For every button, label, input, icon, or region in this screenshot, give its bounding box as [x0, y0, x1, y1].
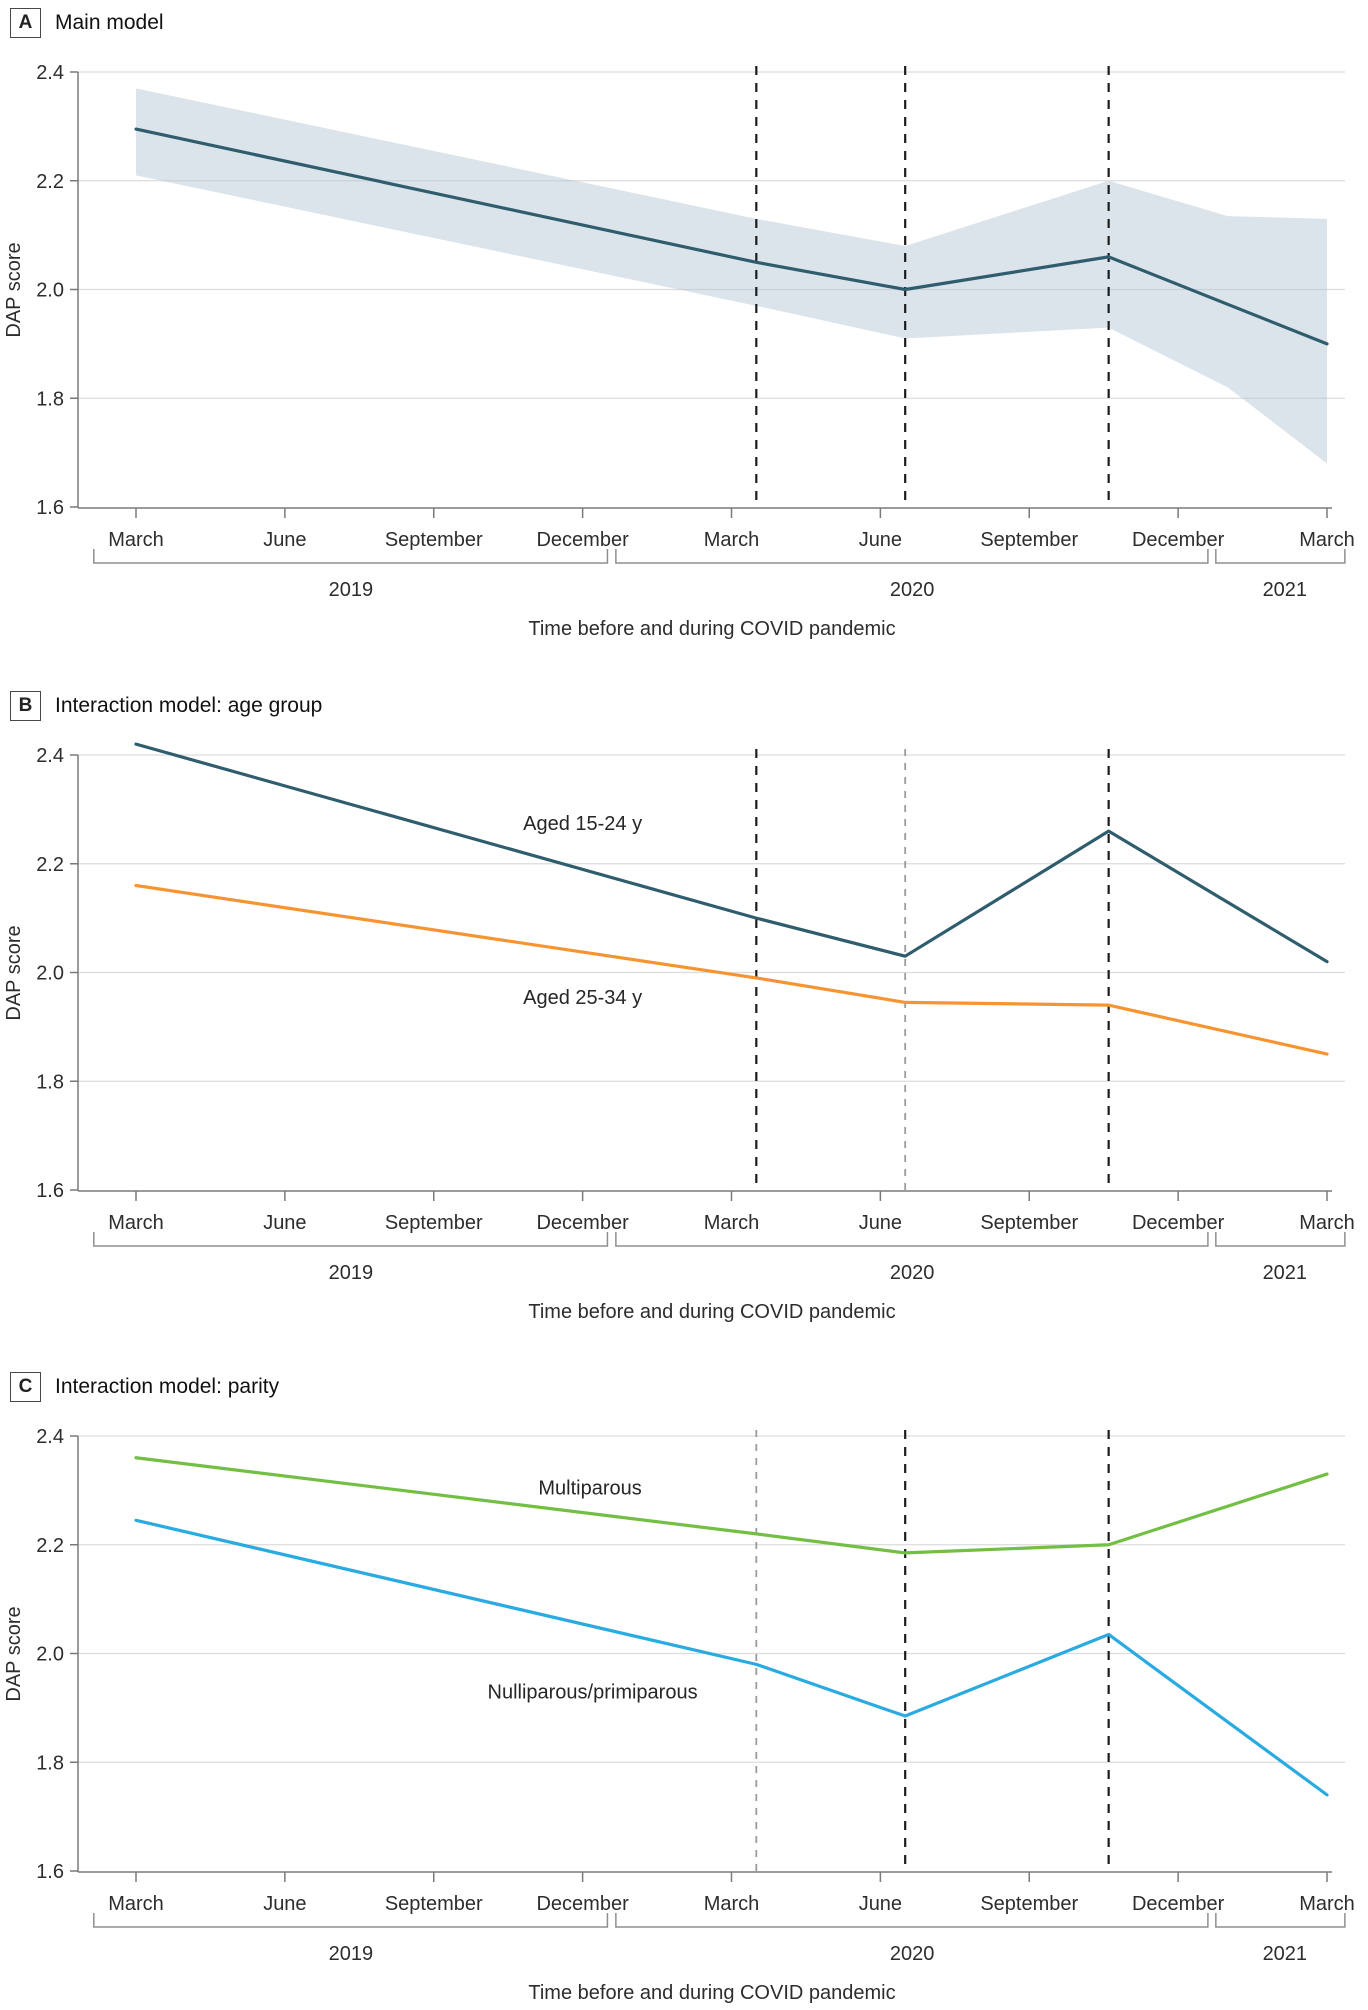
x-tick-label: September [385, 1212, 483, 1234]
x-tick-label: September [980, 1212, 1078, 1234]
y-tick-label: 2.4 [36, 745, 64, 767]
panel-letter-badge: C [10, 1372, 41, 1402]
year-label: 2019 [329, 579, 374, 601]
x-tick-label: December [1132, 1212, 1225, 1234]
y-axis-title: DAP score [3, 1606, 25, 1701]
year-label: 2021 [1263, 1262, 1308, 1284]
series-line [134, 127, 1329, 346]
series-line [134, 883, 1329, 1056]
panel-heading: Interaction model: parity [55, 1375, 280, 1398]
y-tick-label: 1.8 [36, 1752, 64, 1774]
year-bracket [615, 549, 1209, 564]
x-tick-label: September [385, 1893, 483, 1915]
x-tick-label: December [536, 1893, 629, 1915]
year-label: 2020 [890, 1262, 935, 1284]
confidence-band [136, 88, 1327, 464]
x-tick-label: December [536, 529, 629, 551]
year-bracket [1215, 549, 1346, 564]
panel-heading: Main model [55, 11, 164, 34]
x-axis-title: Time before and during COVID pandemic [528, 618, 895, 640]
series-label: Nulliparous/primiparous [488, 1682, 698, 1704]
x-tick-label: June [263, 529, 306, 551]
x-tick-label: June [263, 1893, 306, 1915]
year-label: 2021 [1263, 579, 1308, 601]
y-tick-label: 1.6 [36, 1861, 64, 1883]
x-tick-label: March [704, 1212, 760, 1234]
x-tick-label: March [1299, 529, 1355, 551]
x-tick-label: December [1132, 1893, 1225, 1915]
x-tick-label: June [859, 1893, 902, 1915]
year-label: 2021 [1263, 1943, 1308, 1965]
y-tick-label: 1.8 [36, 388, 64, 410]
year-label: 2020 [890, 1943, 935, 1965]
main-model-chart: 2.4 2.2 2.0 1.8 1.6 March June September Decembe… [3, 62, 1355, 640]
x-tick-label: September [385, 529, 483, 551]
year-label: 2020 [890, 579, 935, 601]
series-line [134, 1518, 1329, 1797]
x-tick-label: March [108, 529, 164, 551]
panel-main-model: A Main model 2.4 2.2 2.0 1.8 1.6 March June Sep… [0, 0, 1368, 646]
y-tick-label: 1.8 [36, 1071, 64, 1093]
series-label: Aged 25-34 y [523, 987, 642, 1009]
y-tick-label: 2.2 [36, 854, 64, 876]
year-bracket [615, 1232, 1209, 1247]
panel-letter-badge: A [10, 8, 41, 38]
panel-interaction-age: B Interaction model: age group 2.4 2.2 2.0… [0, 683, 1368, 1329]
series-label: Multiparous [538, 1478, 641, 1500]
panel-interaction-parity: C Interaction model: parity 2.4 2.2 2.0 1.8… [0, 1364, 1368, 2010]
x-tick-label: March [704, 529, 760, 551]
panel-heading: Interaction model: age group [55, 694, 323, 717]
x-tick-label: June [859, 1212, 902, 1234]
x-tick-label: September [980, 529, 1078, 551]
x-axis-title: Time before and during COVID pandemic [528, 1301, 895, 1323]
x-tick-label: March [1299, 1212, 1355, 1234]
series-label: Aged 15-24 y [523, 813, 642, 835]
y-tick-label: 2.0 [36, 280, 64, 302]
y-tick-label: 1.6 [36, 497, 64, 519]
x-tick-label: September [980, 1893, 1078, 1915]
y-axis-title: DAP score [3, 242, 25, 337]
interaction-age-chart: 2.4 2.2 2.0 1.8 1.6 March June September Decembe… [3, 742, 1355, 1323]
y-tick-label: 2.0 [36, 963, 64, 985]
y-tick-label: 1.6 [36, 1180, 64, 1202]
x-tick-label: March [1299, 1893, 1355, 1915]
x-tick-label: March [108, 1212, 164, 1234]
y-tick-label: 2.2 [36, 171, 64, 193]
panel-letter-badge: B [10, 691, 41, 721]
panel-title-row: C Interaction model: parity [0, 1364, 1368, 1410]
year-label: 2019 [329, 1943, 374, 1965]
y-axis-title: DAP score [3, 925, 25, 1020]
x-tick-label: March [108, 1893, 164, 1915]
x-tick-label: June [859, 529, 902, 551]
year-bracket [93, 1913, 609, 1928]
interaction-parity-chart: 2.4 2.2 2.0 1.8 1.6 March June September Decembe… [3, 1426, 1355, 2004]
panel-title-row: A Main model [0, 0, 1368, 46]
year-label: 2019 [329, 1262, 374, 1284]
y-tick-label: 2.4 [36, 1426, 64, 1448]
panel-title-row: B Interaction model: age group [0, 683, 1368, 729]
y-tick-label: 2.4 [36, 62, 64, 84]
year-bracket [1215, 1913, 1346, 1928]
x-tick-label: June [263, 1212, 306, 1234]
year-bracket [93, 1232, 609, 1247]
series-line [134, 1456, 1329, 1555]
year-bracket [1215, 1232, 1346, 1247]
y-tick-label: 2.0 [36, 1644, 64, 1666]
x-axis-title: Time before and during COVID pandemic [528, 1982, 895, 2004]
x-tick-label: December [1132, 529, 1225, 551]
series-line [134, 742, 1329, 964]
y-tick-label: 2.2 [36, 1535, 64, 1557]
x-tick-label: December [536, 1212, 629, 1234]
year-bracket [93, 549, 609, 564]
year-bracket [615, 1913, 1209, 1928]
x-tick-label: March [704, 1893, 760, 1915]
